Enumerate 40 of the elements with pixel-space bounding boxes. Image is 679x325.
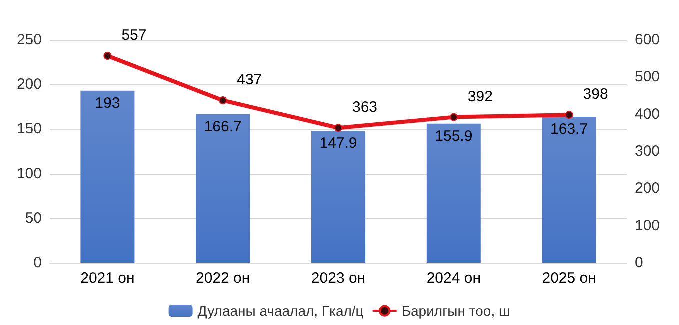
y2-tick-label: 0	[635, 254, 644, 272]
y2-tick-label: 100	[635, 217, 660, 234]
point	[565, 111, 574, 120]
point	[334, 124, 342, 132]
x-tick-label: 2023 он	[311, 270, 366, 287]
x-tick-label: 2025 он	[542, 270, 596, 287]
y-tick-label: 250	[16, 32, 42, 48]
x-tick-label: 2021 он	[80, 270, 135, 287]
data-label: 398	[583, 86, 608, 104]
bar	[542, 116, 596, 263]
data-label: 147.9	[320, 135, 358, 152]
bar	[80, 90, 135, 263]
point	[219, 96, 228, 105]
point	[104, 52, 112, 60]
bar	[426, 124, 481, 263]
y-tick-label: 0	[34, 254, 42, 272]
y-tick-label: 200	[16, 76, 42, 94]
data-label: 163.7	[550, 120, 588, 138]
point	[450, 113, 458, 122]
x-tick-label: 2024 он	[426, 270, 481, 287]
legend-label: Дулааны ачаалал, Гкал/ц	[198, 303, 364, 319]
y-tick-label: 100	[16, 165, 42, 182]
y2-tick-label: 300	[635, 143, 660, 160]
y2-tick-label: 200	[635, 180, 660, 198]
bar	[196, 114, 250, 263]
bar	[312, 131, 366, 263]
y2-tick-label: 400	[635, 106, 660, 123]
data-label: 557	[122, 26, 147, 44]
data-label: 392	[468, 88, 493, 106]
y-tick-label: 50	[25, 210, 42, 227]
x-tick-label: 2022 он	[196, 270, 250, 287]
data-label: 193	[95, 94, 120, 112]
data-label: 155.9	[435, 128, 473, 145]
data-label: 166.7	[204, 118, 242, 136]
data-label: 363	[352, 99, 378, 116]
data-label: 437	[237, 72, 262, 89]
legend-label: Барилгын тоо, ш	[402, 303, 510, 319]
y2-tick-label: 500	[635, 68, 660, 86]
y2-tick-label: 600	[635, 32, 660, 48]
y-tick-label: 150	[16, 120, 42, 138]
